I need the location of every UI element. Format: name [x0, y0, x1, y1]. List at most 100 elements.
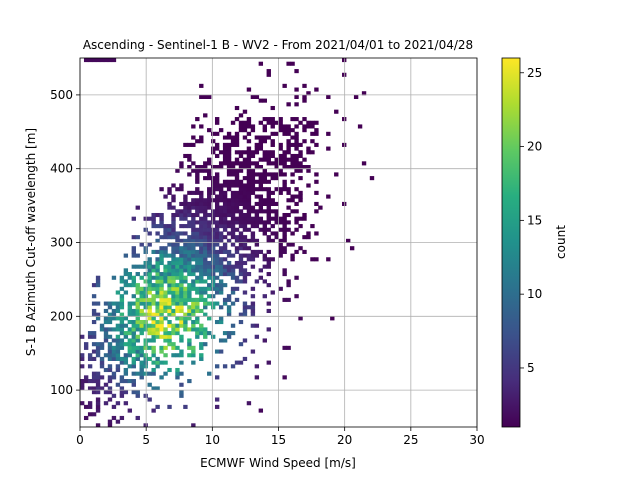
- heatmap-cell: [310, 124, 315, 129]
- heatmap-cell: [175, 301, 180, 306]
- heatmap-cell: [143, 371, 148, 376]
- heatmap-cell: [80, 364, 85, 369]
- heatmap-cell: [270, 190, 275, 195]
- heatmap-cell: [258, 139, 264, 144]
- heatmap-cell: [191, 205, 196, 210]
- heatmap-cell: [119, 390, 125, 395]
- heatmap-cell: [238, 224, 244, 229]
- heatmap-cell: [218, 235, 224, 240]
- heatmap-cell: [211, 220, 216, 225]
- heatmap-cell: [250, 294, 256, 299]
- heatmap-cell: [195, 179, 200, 184]
- heatmap-cell: [214, 198, 220, 203]
- heatmap-cell: [266, 157, 271, 162]
- heatmap-cell: [282, 150, 287, 155]
- heatmap-cell: [80, 334, 85, 339]
- heatmap-cell: [191, 423, 196, 427]
- heatmap-cell: [139, 275, 144, 280]
- heatmap-cell: [278, 146, 283, 151]
- heatmap-cell: [175, 249, 180, 254]
- heatmap-cell: [187, 283, 192, 288]
- heatmap-cell: [230, 264, 236, 269]
- heatmap-cell: [135, 353, 140, 358]
- heatmap-cell: [187, 264, 192, 269]
- heatmap-cell: [159, 272, 164, 277]
- heatmap-cell: [298, 246, 303, 251]
- heatmap-cell: [107, 342, 113, 347]
- heatmap-cell: [111, 404, 117, 409]
- heatmap-cell: [286, 283, 291, 288]
- heatmap-cell: [195, 242, 200, 247]
- heatmap-cell: [135, 253, 140, 258]
- heatmap-cell: [139, 331, 144, 336]
- heatmap-cell: [207, 301, 212, 306]
- heatmap-cell: [199, 139, 204, 144]
- heatmap-cell: [214, 268, 220, 273]
- heatmap-cell: [290, 198, 295, 203]
- heatmap-cell: [151, 286, 156, 291]
- heatmap-cell: [234, 220, 240, 225]
- heatmap-cell: [318, 205, 323, 210]
- heatmap-cell: [302, 165, 307, 170]
- heatmap-cell: [119, 393, 125, 398]
- heatmap-cell: [306, 124, 311, 129]
- heatmap-cell: [179, 249, 184, 254]
- heatmap-cell: [262, 209, 267, 214]
- heatmap-cell: [103, 401, 109, 406]
- heatmap-cell: [238, 246, 244, 251]
- heatmap-cell: [214, 220, 220, 225]
- heatmap-cell: [171, 205, 176, 210]
- heatmap-cell: [115, 401, 121, 406]
- heatmap-cell: [258, 249, 264, 254]
- heatmap-cell: [234, 201, 240, 206]
- heatmap-cell: [230, 142, 236, 147]
- heatmap-cell: [147, 290, 152, 295]
- heatmap-cell: [127, 331, 133, 336]
- heatmap-cell: [246, 183, 252, 188]
- heatmap-cell: [218, 349, 224, 354]
- heatmap-cell: [226, 264, 232, 269]
- heatmap-cell: [294, 220, 299, 225]
- heatmap-cell: [179, 209, 184, 214]
- heatmap-cell: [230, 235, 236, 240]
- heatmap-cell: [143, 227, 148, 232]
- heatmap-cell: [246, 150, 252, 155]
- heatmap-cell: [294, 94, 299, 99]
- heatmap-cell: [135, 316, 140, 321]
- heatmap-cell: [191, 246, 196, 251]
- heatmap-cell: [80, 353, 85, 358]
- heatmap-cell: [199, 83, 204, 88]
- heatmap-cell: [230, 183, 236, 188]
- heatmap-cell: [183, 212, 188, 218]
- heatmap-cell: [199, 353, 204, 358]
- heatmap-cell: [195, 264, 200, 269]
- heatmap-cell: [250, 183, 256, 188]
- heatmap-cell: [211, 257, 216, 262]
- heatmap-cell: [95, 349, 101, 354]
- heatmap-cell: [226, 187, 232, 192]
- heatmap-cell: [171, 283, 176, 288]
- heatmap-cell: [238, 312, 244, 317]
- heatmap-cell: [266, 360, 271, 365]
- heatmap-cell: [159, 212, 164, 218]
- heatmap-cell: [151, 275, 156, 280]
- heatmap-cell: [127, 275, 133, 280]
- heatmap-cell: [234, 275, 240, 280]
- heatmap-cell: [286, 150, 291, 155]
- heatmap-cell: [345, 238, 351, 243]
- heatmap-cell: [258, 209, 264, 214]
- heatmap-cell: [111, 353, 117, 358]
- heatmap-cell: [314, 201, 319, 206]
- heatmap-cell: [286, 131, 291, 136]
- heatmap-cell: [226, 135, 232, 140]
- heatmap-cell: [222, 198, 228, 203]
- heatmap-cell: [222, 297, 228, 302]
- heatmap-cell: [270, 139, 275, 144]
- heatmap-cell: [290, 257, 295, 262]
- heatmap-cell: [298, 153, 303, 159]
- heatmap-cell: [211, 294, 216, 299]
- heatmap-cell: [179, 268, 184, 273]
- heatmap-cell: [226, 260, 232, 266]
- heatmap-cell: [183, 201, 188, 206]
- heatmap-cell: [234, 194, 240, 199]
